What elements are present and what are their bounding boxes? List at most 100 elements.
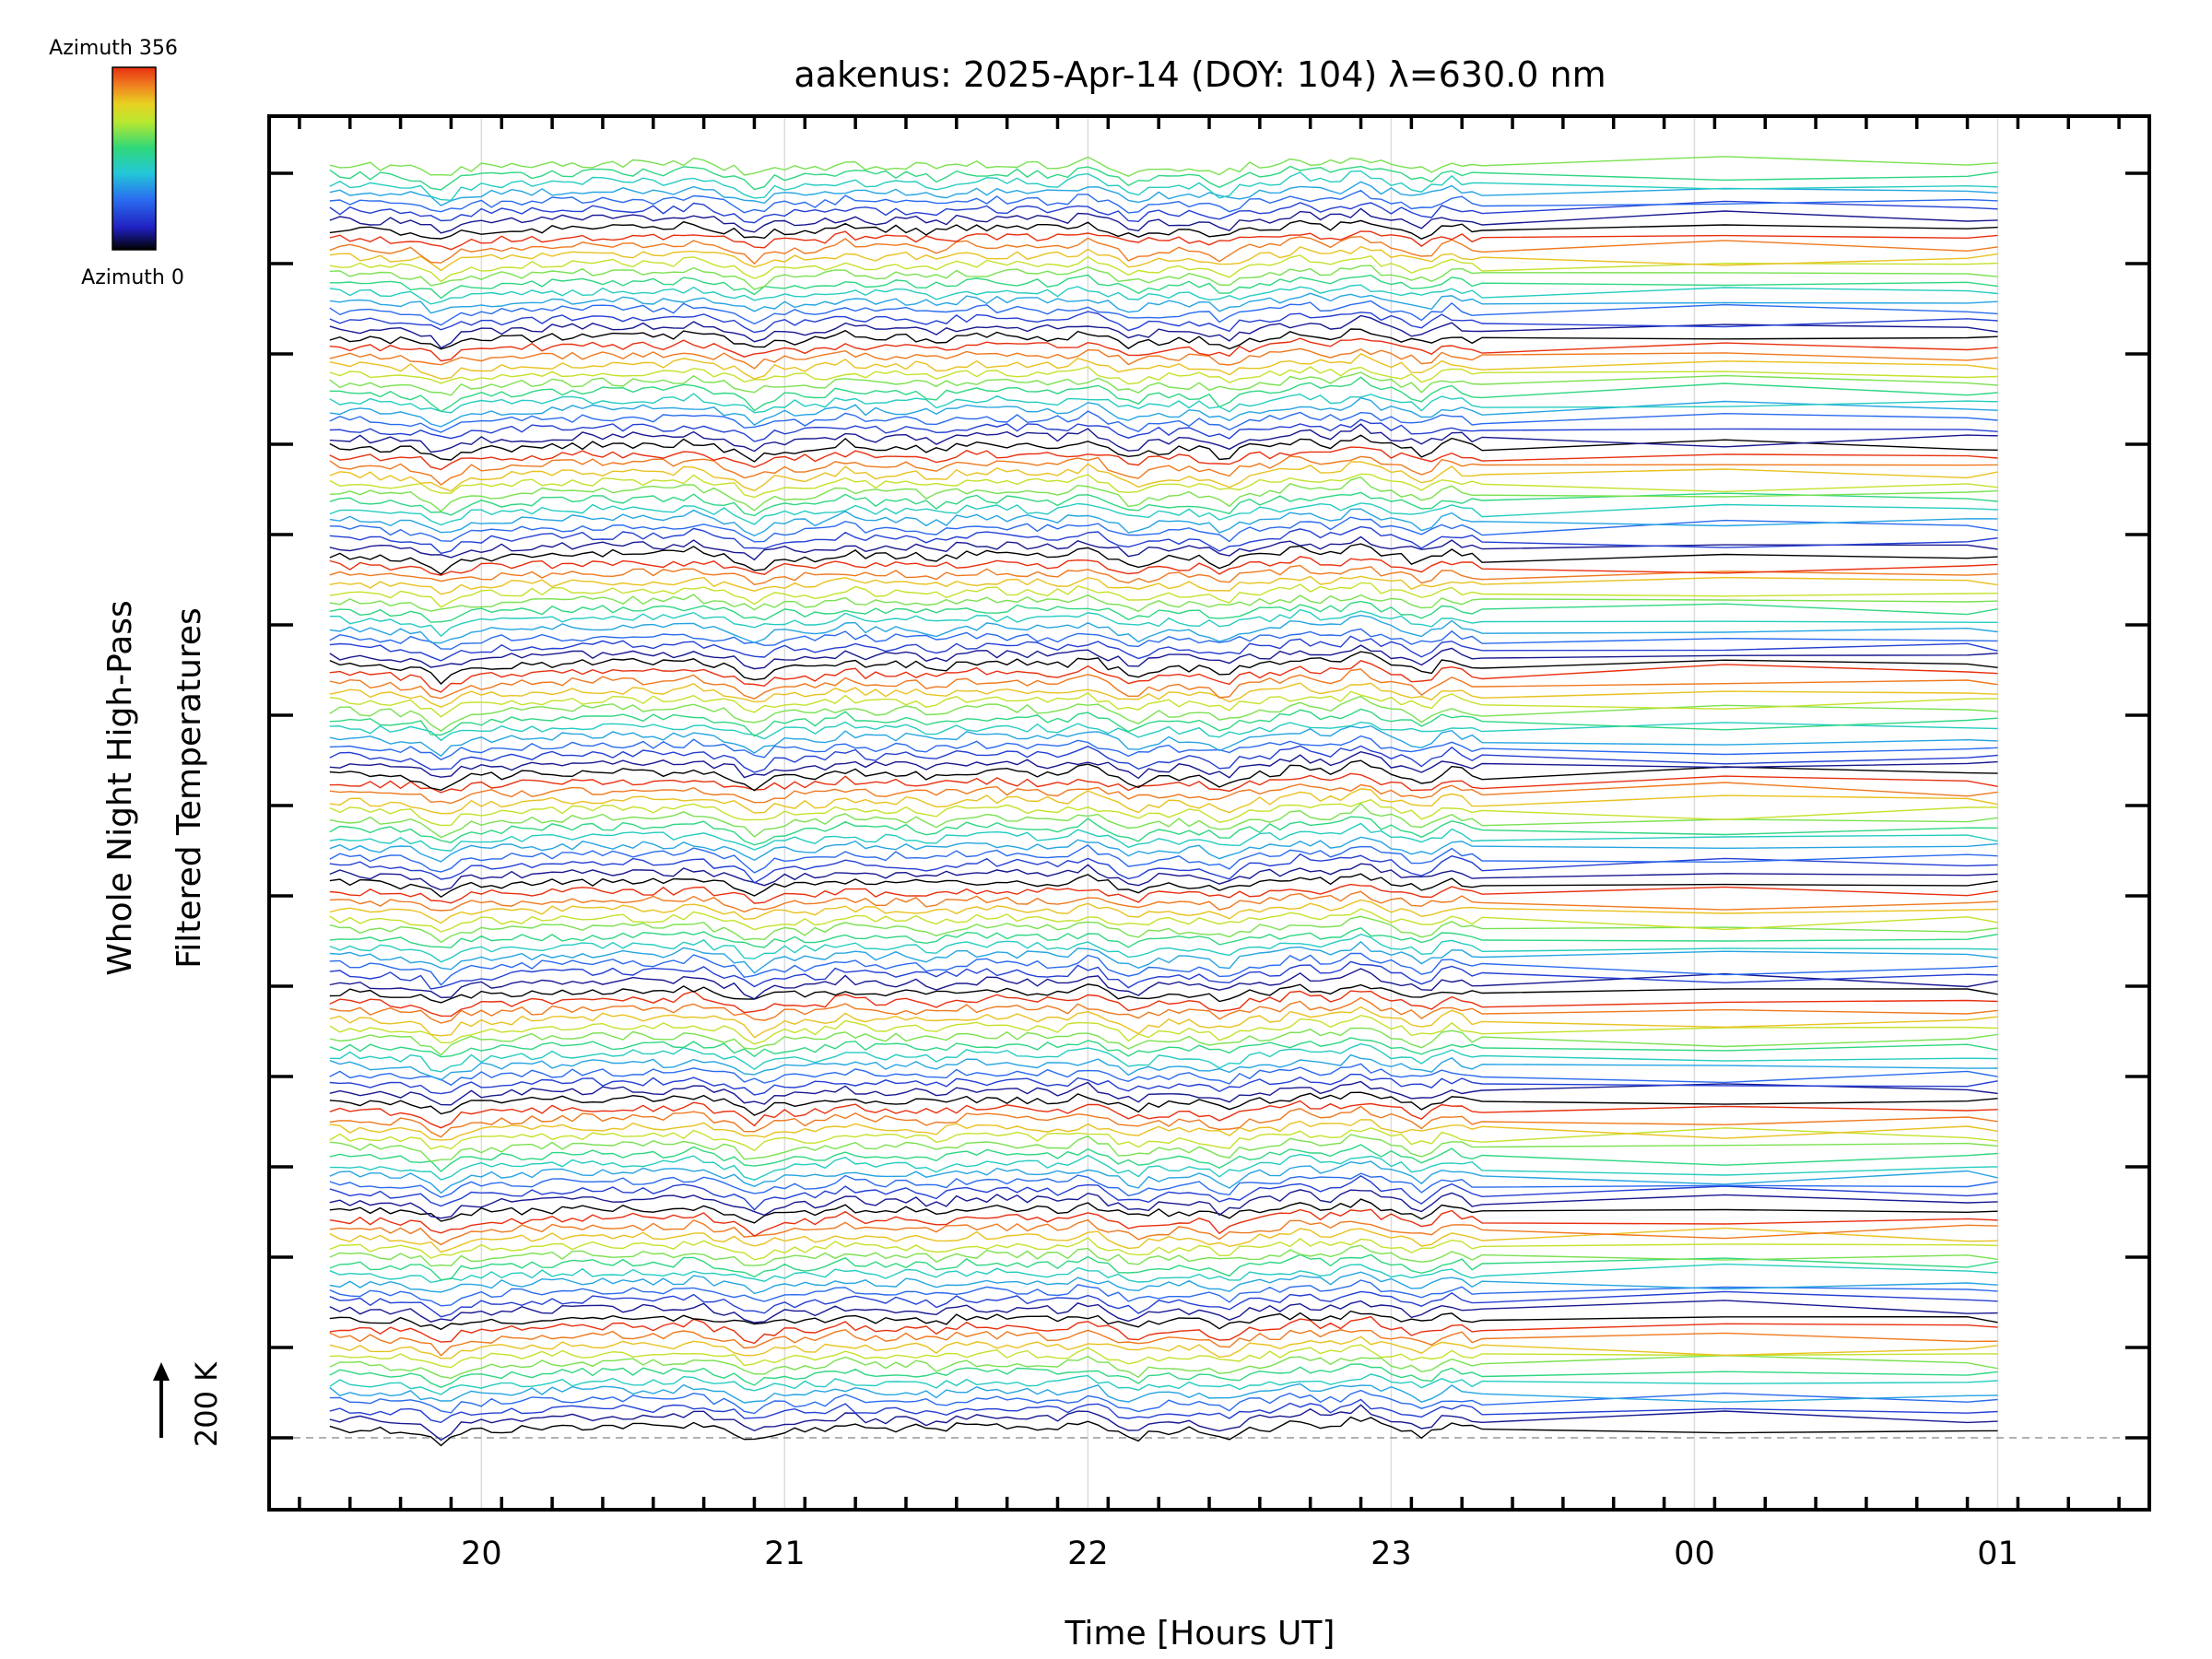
trace-line xyxy=(329,927,1998,948)
trace-line xyxy=(329,1300,1998,1324)
trace-line xyxy=(329,446,1998,471)
trace-line xyxy=(329,1198,1998,1224)
colorbar xyxy=(112,66,157,251)
trace-line xyxy=(329,853,1998,884)
trace-line xyxy=(329,816,1998,846)
trace-line xyxy=(329,1237,1998,1261)
trace-line xyxy=(329,960,1998,990)
trace-line xyxy=(329,1127,1998,1152)
trace-line xyxy=(329,822,1998,852)
trace-line xyxy=(329,651,1998,685)
x-tick-label: 00 xyxy=(1674,1535,1715,1572)
trace-line xyxy=(329,337,1998,362)
x-tick-label: 20 xyxy=(461,1535,502,1572)
trace-line xyxy=(329,189,1998,214)
trace-line xyxy=(329,1279,1998,1307)
trace-line xyxy=(329,1134,1998,1162)
trace-line xyxy=(329,245,1998,272)
trace-line xyxy=(329,1363,1998,1388)
trace-line xyxy=(329,899,1998,924)
trace-line xyxy=(329,300,1998,326)
trace-line xyxy=(329,1227,1998,1253)
trace-line xyxy=(329,614,1998,644)
y-axis-label-line2: Filtered Temperatures xyxy=(171,607,208,969)
trace-line xyxy=(329,915,1998,944)
trace-line xyxy=(329,434,1998,463)
trace-line xyxy=(329,772,1998,794)
trace-line xyxy=(329,1382,1998,1404)
trace-line xyxy=(329,883,1998,904)
trace-line xyxy=(329,1174,1998,1211)
trace-line xyxy=(329,1263,1998,1284)
trace-line xyxy=(329,1080,1998,1106)
trace-line xyxy=(329,418,1998,442)
trace-line xyxy=(329,1344,1998,1369)
trace-line xyxy=(329,782,1998,805)
trace-line xyxy=(329,582,1998,608)
trace-line xyxy=(329,644,1998,670)
temperature-traces xyxy=(329,156,1998,1447)
trace-line xyxy=(329,1105,1998,1138)
trace-line xyxy=(329,371,1998,396)
trace-line xyxy=(329,1218,1998,1246)
trace-line xyxy=(329,502,1998,526)
trace-line xyxy=(329,543,1998,575)
trace-line xyxy=(329,352,1998,380)
trace-line xyxy=(329,423,1998,453)
trace-line xyxy=(329,1335,1998,1359)
trace-line xyxy=(329,863,1998,891)
trace-line xyxy=(329,311,1998,334)
trace-line xyxy=(329,690,1998,718)
trace-line xyxy=(329,1037,1998,1058)
trace-line xyxy=(329,314,1998,349)
trace-line xyxy=(329,933,1998,963)
trace-line xyxy=(329,393,1998,414)
trace-line xyxy=(329,476,1998,512)
trace-line xyxy=(329,682,1998,708)
trace-line xyxy=(329,1100,1998,1129)
trace-line xyxy=(329,156,1998,177)
trace-line xyxy=(329,996,1998,1024)
trace-line xyxy=(329,908,1998,933)
trace-line xyxy=(329,635,1998,662)
trace-line xyxy=(329,556,1998,576)
trace-line xyxy=(329,165,1998,191)
trace-line xyxy=(329,1271,1998,1295)
trace-line xyxy=(329,1144,1998,1172)
trace-line xyxy=(329,873,1998,899)
chart-title: aakenus: 2025-Apr-14 (DOY: 104) λ=630.0 … xyxy=(794,54,1606,95)
trace-line xyxy=(329,600,1998,623)
x-tick-label: 01 xyxy=(1977,1535,2018,1572)
trace-line xyxy=(329,1063,1998,1087)
trace-line xyxy=(329,594,1998,613)
trace-line xyxy=(329,564,1998,586)
trace-line xyxy=(329,940,1998,974)
trace-line xyxy=(329,608,1998,638)
trace-line xyxy=(329,1073,1998,1096)
trace-line xyxy=(329,1290,1998,1318)
trace-line xyxy=(329,219,1998,240)
trace-line xyxy=(329,1042,1998,1073)
trace-line xyxy=(329,890,1998,913)
trace-line xyxy=(329,1014,1998,1045)
x-axis-label: Time [Hours UT] xyxy=(1065,1615,1335,1653)
trace-line xyxy=(329,1208,1998,1237)
trace-line xyxy=(329,396,1998,428)
trace-line xyxy=(329,1373,1998,1395)
trace-line xyxy=(329,508,1998,536)
trace-line xyxy=(329,1244,1998,1267)
trace-line xyxy=(329,347,1998,370)
trace-line xyxy=(329,750,1998,780)
trace-line xyxy=(329,735,1998,760)
trace-line xyxy=(329,1172,1998,1198)
trace-line xyxy=(329,473,1998,499)
scale-label: 200 K xyxy=(189,1361,224,1447)
trace-line xyxy=(329,200,1998,224)
trace-line xyxy=(329,254,1998,283)
trace-line xyxy=(329,274,1998,300)
trace-line xyxy=(329,284,1998,305)
trace-line xyxy=(329,366,1998,385)
scale-arrow-head xyxy=(153,1362,170,1381)
trace-line xyxy=(329,788,1998,815)
